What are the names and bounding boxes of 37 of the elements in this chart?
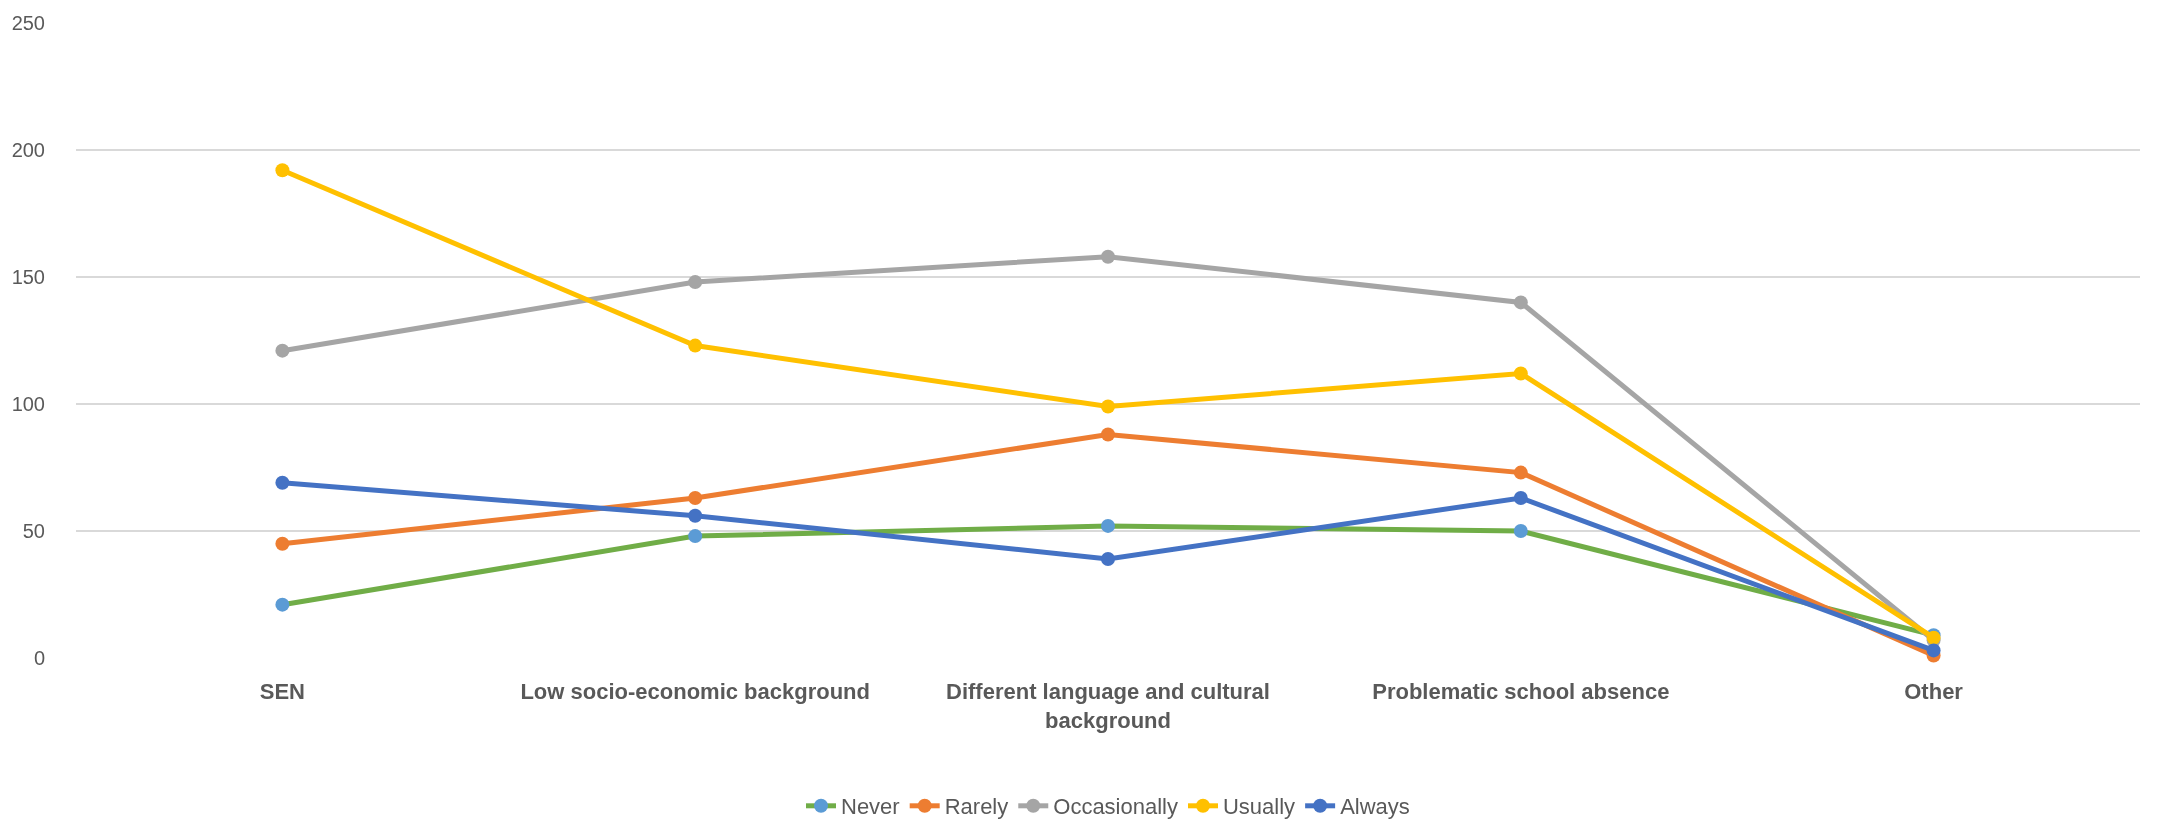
y-tick-label: 250 xyxy=(11,12,45,34)
legend-label: Rarely xyxy=(944,794,1009,820)
point xyxy=(688,275,703,290)
y-tick-label: 50 xyxy=(22,520,45,542)
legend-label: Usually xyxy=(1222,794,1296,820)
point xyxy=(1101,249,1115,264)
point xyxy=(1513,465,1528,480)
point xyxy=(275,163,290,178)
legend-label: Never xyxy=(841,794,900,820)
point xyxy=(1101,518,1115,533)
x-tick-label: Different language and cultural background xyxy=(946,679,1270,733)
point xyxy=(1513,366,1528,381)
x-tick-label: Problematic school absence xyxy=(1372,679,1670,704)
y-tick-label: 200 xyxy=(11,139,45,161)
x-tick-label: Low socio-economic background xyxy=(520,679,870,704)
point xyxy=(1513,295,1528,310)
legend-label: Occasionally xyxy=(1053,794,1178,820)
point xyxy=(1101,551,1115,566)
y-tick-label: 0 xyxy=(33,647,45,669)
y-tick-label: 150 xyxy=(11,266,45,288)
x-tick-label: Other xyxy=(1904,679,1964,704)
point xyxy=(1101,427,1115,442)
y-tick-label: 100 xyxy=(11,393,45,415)
point xyxy=(275,475,290,490)
point xyxy=(275,597,290,612)
point xyxy=(275,343,290,358)
point xyxy=(1513,490,1528,505)
point xyxy=(688,529,703,544)
point xyxy=(1101,399,1115,414)
point xyxy=(1513,524,1528,538)
point xyxy=(275,536,290,551)
point xyxy=(688,508,703,523)
legend-label: Always xyxy=(1340,794,1410,820)
point xyxy=(688,338,703,353)
point xyxy=(688,490,703,505)
point xyxy=(1926,643,1941,658)
x-tick-label: SEN xyxy=(259,679,306,704)
